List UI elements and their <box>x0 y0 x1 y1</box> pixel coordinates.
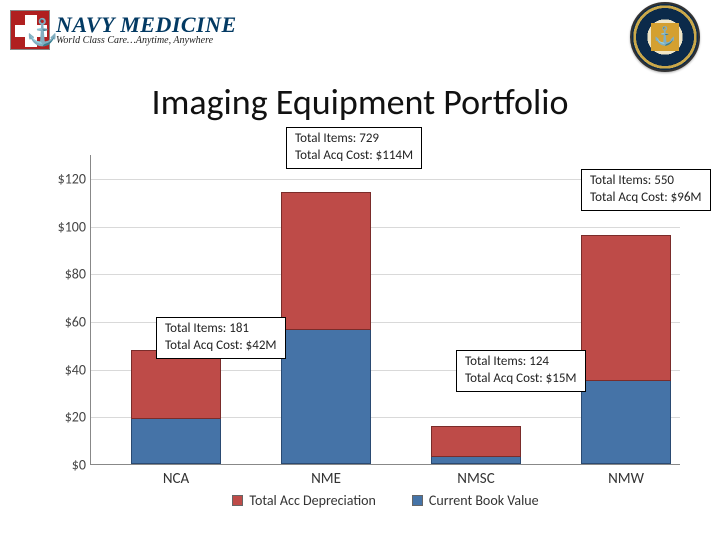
legend-swatch <box>412 495 423 506</box>
legend-label: Total Acc Depreciation <box>249 492 376 509</box>
callout-line: Total Acq Cost: $15M <box>465 371 577 388</box>
callout-line: Total Items: 550 <box>590 173 702 190</box>
legend: Total Acc Depreciation Current Book Value <box>91 492 680 510</box>
bar-seg-depreciation <box>431 426 521 457</box>
legend-label: Current Book Value <box>429 492 539 509</box>
legend-item: Current Book Value <box>412 492 539 509</box>
bar-seg-book-value <box>281 330 371 464</box>
dept-seal-icon <box>630 2 700 72</box>
ytick-label: $60 <box>40 313 86 330</box>
legend-item: Total Acc Depreciation <box>232 492 376 509</box>
ytick-label: $80 <box>40 266 86 283</box>
anchor-icon: ⚓ <box>26 16 58 48</box>
xlabel: NME <box>311 470 341 488</box>
xlabel: NMSC <box>457 470 494 488</box>
bar-seg-depreciation <box>281 192 371 330</box>
ytick-label: $120 <box>40 170 86 187</box>
legend-swatch <box>232 495 243 506</box>
brand-text: NAVY MEDICINE World Class Care…Anytime, … <box>56 14 237 46</box>
callout-line: Total Acq Cost: $96M <box>590 190 702 207</box>
bar-seg-depreciation <box>131 350 221 419</box>
bar-nmsc: NMSC <box>431 426 521 464</box>
callout: Total Items: 729Total Acq Cost: $114M <box>286 127 422 169</box>
red-cross-icon: ⚓ <box>10 10 50 50</box>
callout-line: Total Acq Cost: $114M <box>295 148 413 165</box>
bar-nme: NME <box>281 192 371 464</box>
chart: $0 $20 $40 $60 $80 $100 $120 NCA NME NMSC NMW Tot… <box>40 155 680 495</box>
ytick-label: $40 <box>40 361 86 378</box>
callout-line: Total Acq Cost: $42M <box>165 338 277 355</box>
brand-subtitle: World Class Care…Anytime, Anywhere <box>56 36 237 46</box>
bar-nmw: NMW <box>581 235 671 464</box>
bar-seg-depreciation <box>581 235 671 380</box>
callout: Total Items: 124Total Acq Cost: $15M <box>456 350 586 392</box>
navy-medicine-logo: ⚓ NAVY MEDICINE World Class Care…Anytime… <box>10 5 270 55</box>
callout: Total Items: 181Total Acq Cost: $42M <box>156 317 286 359</box>
ytick-label: $20 <box>40 409 86 426</box>
plot-area: NCANMENMSCNMW Total Items: 181Total Acq … <box>90 155 680 465</box>
bar-seg-book-value <box>131 419 221 464</box>
xlabel: NCA <box>163 470 189 488</box>
callout: Total Items: 550Total Acq Cost: $96M <box>581 169 711 211</box>
xlabel: NMW <box>608 470 644 488</box>
page-title: Imaging Equipment Portfolio <box>0 80 720 124</box>
callout-line: Total Items: 729 <box>295 131 413 148</box>
bar-nca: NCA <box>131 350 221 464</box>
header: ⚓ NAVY MEDICINE World Class Care…Anytime… <box>0 0 720 60</box>
bar-seg-book-value <box>581 381 671 464</box>
bar-seg-book-value <box>431 457 521 464</box>
ytick-label: $100 <box>40 218 86 235</box>
callout-line: Total Items: 181 <box>165 321 277 338</box>
ytick-label: $0 <box>40 457 86 474</box>
callout-line: Total Items: 124 <box>465 354 577 371</box>
brand-title: NAVY MEDICINE <box>56 14 237 36</box>
grid-line <box>91 227 680 228</box>
